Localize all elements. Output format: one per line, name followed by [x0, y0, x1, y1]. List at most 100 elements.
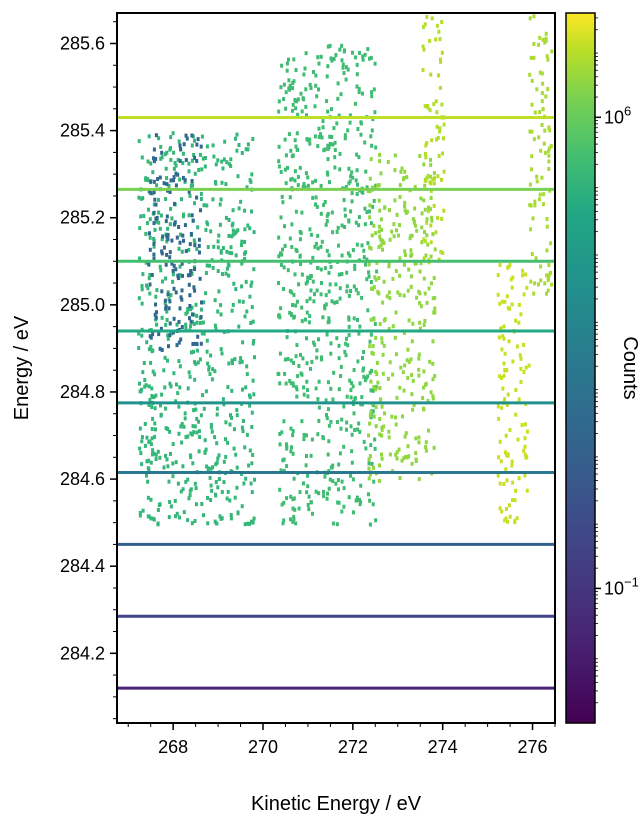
heatmap-cell-0: [230, 358, 234, 363]
heatmap-cell-2: [279, 306, 283, 311]
heatmap-cell-0: [250, 410, 254, 415]
heatmap-cell-6: [540, 71, 544, 76]
heatmap-cell-3: [417, 435, 421, 440]
heatmap-cell-2: [367, 274, 371, 279]
heatmap-cell-2: [324, 222, 328, 227]
heatmap-cell-2: [294, 106, 298, 111]
heatmap-cell-1: [163, 298, 167, 303]
heatmap-cell-4: [440, 50, 444, 55]
heatmap-cell-2: [371, 117, 375, 122]
heatmap-cell-3: [424, 445, 428, 449]
heatmap-cell-4: [434, 99, 438, 104]
heatmap-cell-0: [153, 406, 157, 411]
heatmap-cell-2: [323, 304, 327, 309]
heatmap-cell-2: [287, 78, 291, 83]
heatmap-cell-0: [232, 281, 236, 286]
heatmap-cell-2: [277, 144, 281, 149]
heatmap-cell-0: [233, 427, 236, 432]
heatmap-cell-4: [436, 215, 440, 220]
heatmap-cell-0: [243, 227, 247, 232]
heatmap-cell-2: [307, 494, 311, 499]
heatmap-cell-0: [176, 157, 180, 162]
heatmap-cell-0: [188, 488, 192, 493]
heatmap-cell-0: [146, 159, 150, 164]
heatmap-cell-0: [240, 425, 244, 430]
heatmap-cell-5: [506, 519, 509, 524]
heatmap-cell-2: [374, 518, 378, 523]
heatmap-cell-3: [433, 295, 437, 300]
heatmap-cell-2: [366, 47, 370, 52]
heatmap-cell-2: [292, 57, 296, 62]
heatmap-cell-4: [428, 108, 432, 113]
heatmap-cell-2: [284, 90, 288, 95]
heatmap-cell-3: [368, 344, 372, 349]
heatmap-cell-0: [166, 226, 170, 231]
heatmap-cell-1: [179, 295, 183, 300]
heatmap-cell-0: [159, 268, 163, 273]
heatmap-cell-6: [533, 199, 537, 204]
heatmap-cell-2: [292, 315, 296, 320]
heatmap-cell-3: [380, 404, 384, 409]
heatmap-cell-3: [431, 361, 435, 366]
heatmap-cell-1: [199, 144, 203, 149]
heatmap-cell-0: [210, 429, 214, 434]
heatmap-cell-3: [393, 153, 397, 158]
heatmap-cell-2: [338, 296, 342, 301]
heatmap-cell-1: [190, 213, 194, 218]
heatmap-cell-3: [406, 288, 410, 293]
heatmap-cell-3: [397, 447, 401, 452]
heatmap-cell-0: [250, 461, 254, 466]
heatmap-cell-2: [357, 87, 361, 91]
heatmap-cell-6: [537, 135, 541, 140]
heatmap-cell-2: [305, 137, 309, 142]
heatmap-cell-3: [414, 436, 418, 441]
heatmap-cell-2: [340, 223, 344, 228]
heatmap-cell-0: [234, 287, 238, 292]
heatmap-cell-2: [325, 496, 329, 501]
heatmap-cell-2: [320, 281, 323, 285]
colorbar-tick-label: 10−1: [604, 574, 639, 598]
heatmap-cell-2: [300, 305, 304, 310]
heatmap-cell-0: [216, 269, 220, 273]
heatmap-cell-2: [337, 462, 341, 467]
heatmap-cell-0: [233, 357, 237, 362]
heatmap-cell-5: [504, 433, 508, 438]
heatmap-cell-2: [345, 336, 348, 341]
heatmap-cell-3: [424, 448, 428, 453]
heatmap-cell-2: [357, 155, 361, 160]
heatmap-cell-0: [199, 413, 203, 418]
heatmap-cell-0: [232, 446, 236, 451]
heatmap-cell-1: [154, 302, 157, 307]
heatmap-cell-2: [315, 348, 319, 353]
heatmap-cell-3: [399, 365, 403, 370]
heatmap-cell-2: [298, 165, 302, 170]
heatmap-cell-0: [202, 406, 206, 411]
heatmap-cell-6: [530, 102, 534, 107]
heatmap-cell-0: [221, 272, 224, 277]
heatmap-cell-3: [398, 183, 402, 188]
heatmap-cell-2: [355, 192, 359, 196]
heatmap-cell-0: [193, 171, 197, 176]
heatmap-cell-0: [217, 453, 221, 458]
heatmap-cell-2: [370, 94, 374, 99]
heatmap-cell-0: [165, 176, 169, 180]
heatmap-cell-3: [394, 352, 398, 357]
heatmap-cell-2: [302, 433, 306, 437]
heatmap-cell-5: [515, 344, 519, 349]
heatmap-cell-6: [537, 42, 541, 47]
heatmap-cell-3: [409, 274, 413, 279]
heatmap-cell-0: [213, 369, 217, 374]
heatmap-cell-3: [387, 208, 391, 213]
heatmap-cell-0: [248, 294, 252, 299]
heatmap-cell-2: [296, 174, 300, 179]
heatmap-cell-2: [343, 133, 347, 138]
heatmap-cell-0: [234, 253, 238, 258]
heatmap-cell-4: [422, 24, 425, 29]
heatmap-cell-0: [187, 161, 191, 166]
heatmap-cell-2: [309, 500, 313, 505]
heatmap-cell-1: [158, 175, 162, 180]
heatmap-cell-2: [364, 376, 368, 381]
heatmap-cell-0: [179, 424, 183, 429]
heatmap-cell-1: [188, 242, 192, 247]
heatmap-cell-2: [280, 430, 284, 435]
